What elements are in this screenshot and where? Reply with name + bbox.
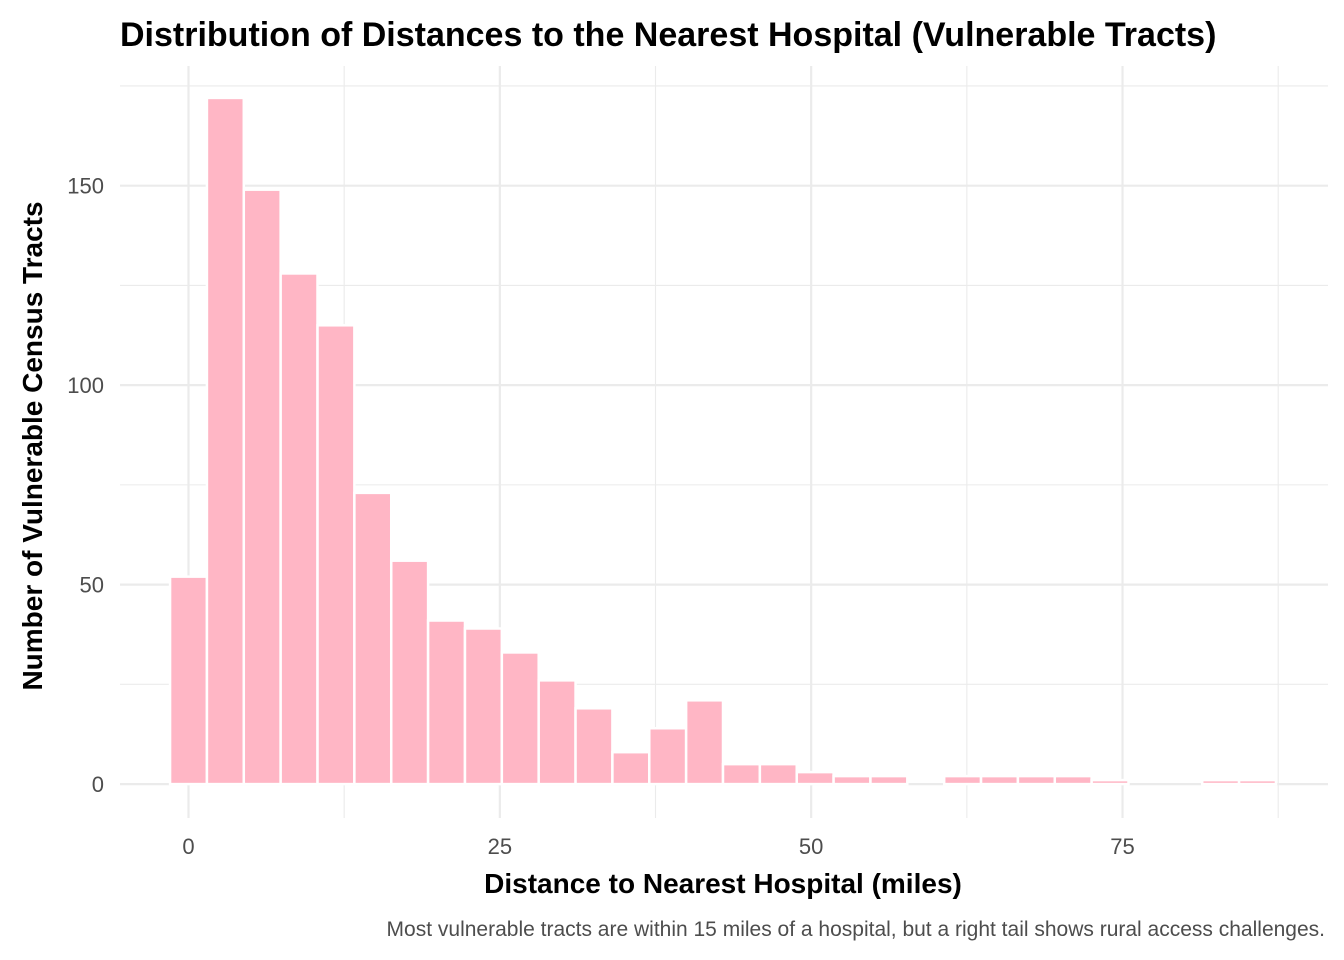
- histogram-bar: [758, 762, 798, 786]
- chart-title: Distribution of Distances to the Nearest…: [120, 16, 1216, 54]
- chart-caption: Most vulnerable tracts are within 15 mil…: [387, 918, 1325, 941]
- y-tick-label: 50: [80, 573, 104, 598]
- x-tick-label: 25: [488, 834, 512, 859]
- histogram-bar: [205, 96, 246, 786]
- x-tick-label: 75: [1110, 834, 1134, 859]
- histogram-bar: [242, 188, 282, 786]
- histogram-bar: [684, 699, 725, 786]
- y-tick-label: 0: [92, 772, 104, 797]
- histogram-bar: [795, 770, 835, 786]
- histogram-bar: [463, 627, 504, 786]
- histogram-bar: [869, 774, 909, 786]
- histogram-bar: [832, 774, 872, 786]
- x-tick-label: 50: [799, 834, 823, 859]
- histogram-bar: [353, 491, 393, 786]
- y-tick-label: 150: [67, 174, 104, 199]
- histogram-bar: [979, 774, 1020, 786]
- y-axis-ticks: 0 50 100 150: [67, 174, 104, 797]
- y-tick-label: 100: [67, 373, 104, 398]
- x-tick-label: 0: [182, 834, 194, 859]
- histogram-bar: [721, 762, 762, 786]
- histogram-bar: [389, 559, 430, 786]
- histogram-bar: [1090, 778, 1130, 786]
- histogram-bar: [1016, 774, 1057, 786]
- histogram-bar: [1053, 774, 1093, 786]
- histogram-bar: [426, 619, 467, 786]
- histogram-bar: [1237, 778, 1278, 786]
- histogram-bar: [942, 774, 983, 786]
- x-axis-ticks: 0 25 50 75: [182, 834, 1134, 859]
- histogram-bar: [648, 726, 688, 786]
- histogram-bar: [574, 707, 614, 786]
- histogram-bar: [279, 272, 319, 786]
- x-axis-title: Distance to Nearest Hospital (miles): [484, 868, 962, 899]
- histogram-bar: [500, 651, 540, 786]
- histogram-bar: [537, 679, 577, 786]
- histogram-bar: [611, 750, 651, 786]
- histogram-bar: [316, 324, 356, 786]
- histogram-bar: [1200, 778, 1241, 786]
- histogram-bar: [168, 575, 209, 786]
- y-axis-title: Number of Vulnerable Census Tracts: [17, 201, 48, 690]
- histogram-bars: [168, 96, 1278, 786]
